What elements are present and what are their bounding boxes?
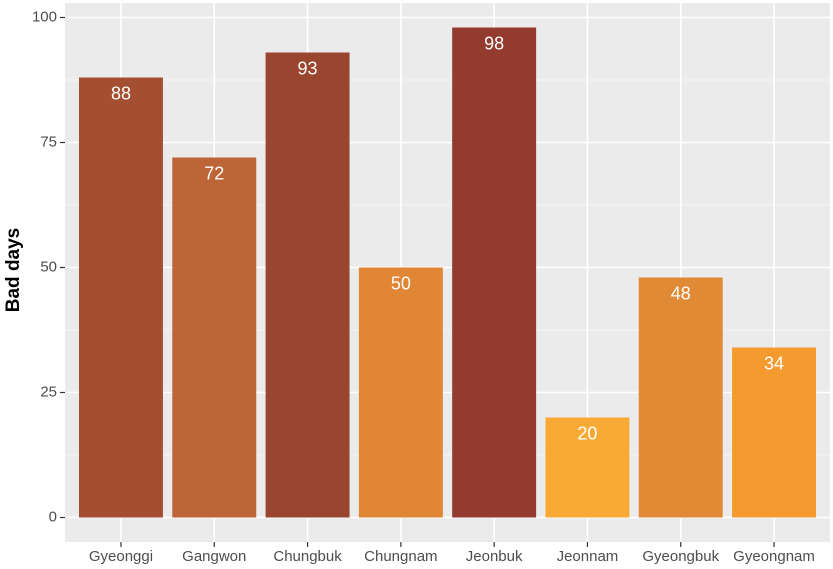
bar [638, 277, 723, 518]
x-tick-label: Chungbuk [273, 548, 342, 565]
y-tick-label: 50 [40, 258, 57, 275]
x-tick-label: Gangwon [182, 548, 246, 565]
y-tick-label: 25 [40, 383, 57, 400]
x-tick-label: Jeonnam [557, 548, 619, 565]
x-tick-label: Jeonbuk [466, 548, 523, 565]
bar [265, 52, 350, 518]
bar [452, 27, 537, 518]
bar [358, 267, 443, 518]
value-label: 48 [671, 283, 691, 303]
x-tick-label: Gyeongnam [733, 548, 815, 565]
y-axis-label: Bad days [3, 228, 24, 312]
bar [172, 157, 257, 518]
value-label: 98 [484, 33, 504, 53]
value-label: 50 [391, 273, 411, 293]
bar [732, 347, 817, 518]
x-tick-label: Gyeongbuk [642, 548, 719, 565]
value-label: 20 [577, 423, 597, 443]
x-tick-label: Chungnam [364, 548, 437, 565]
value-label: 72 [204, 163, 224, 183]
y-tick-label: 0 [49, 508, 57, 525]
value-label: 93 [298, 58, 318, 78]
bar [78, 77, 163, 518]
y-tick-label: 75 [40, 133, 57, 150]
bar [545, 417, 630, 518]
y-tick-label: 100 [32, 8, 57, 25]
value-label: 88 [111, 83, 131, 103]
value-label: 34 [764, 353, 784, 373]
x-tick-label: Gyeonggi [89, 548, 153, 565]
